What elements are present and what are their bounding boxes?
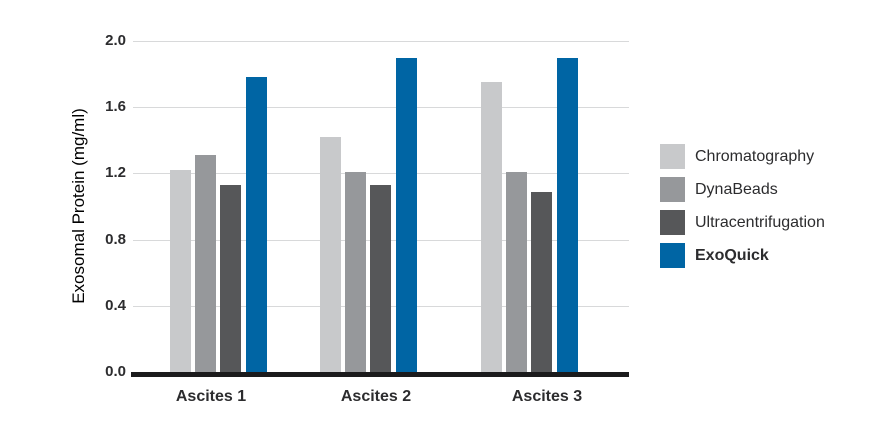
y-tick-label-0.8: 0.8 (105, 231, 126, 248)
y-tick-label-1.2: 1.2 (105, 164, 126, 181)
bar-exoquick-ascites-1 (246, 77, 267, 372)
bar-dynabeads-ascites-2 (345, 172, 366, 372)
bar-chromatography-ascites-3 (481, 82, 502, 372)
legend-swatch-exoquick (660, 243, 685, 268)
x-tick-label-ascites-1: Ascites 1 (175, 388, 247, 405)
legend-item-exoquick: ExoQuick (660, 243, 825, 268)
legend-label-dynabeads: DynaBeads (695, 181, 778, 198)
bar-chromatography-ascites-2 (320, 137, 341, 372)
bar-ultracentrifugation-ascites-2 (370, 185, 391, 372)
bar-dynabeads-ascites-1 (195, 155, 216, 372)
bar-exoquick-ascites-2 (396, 58, 417, 372)
bar-ultracentrifugation-ascites-1 (220, 185, 241, 372)
legend-label-chromatography: Chromatography (695, 148, 815, 165)
bar-exoquick-ascites-3 (557, 58, 578, 372)
legend-swatch-ultracentrifugation (660, 210, 685, 235)
legend-item-chromatography: Chromatography (660, 144, 825, 169)
legend-item-dynabeads: DynaBeads (660, 177, 825, 202)
x-tick-label-ascites-2: Ascites 2 (340, 388, 412, 405)
legend-swatch-dynabeads (660, 177, 685, 202)
legend-label-ultracentrifugation: Ultracentrifugation (695, 214, 825, 231)
y-tick-label-0.4: 0.4 (105, 297, 126, 314)
gridline-1.6 (133, 107, 629, 108)
legend: Chromatography DynaBeads Ultracentrifugati… (660, 144, 825, 276)
bar-ultracentrifugation-ascites-3 (531, 192, 552, 372)
legend-swatch-chromatography (660, 144, 685, 169)
legend-label-exoquick: ExoQuick (695, 247, 769, 264)
gridline-2.0 (133, 41, 629, 42)
y-tick-label-1.6: 1.6 (105, 98, 126, 115)
y-tick-label-2.0: 2.0 (105, 32, 126, 49)
x-axis-line (131, 372, 629, 377)
bar-dynabeads-ascites-3 (506, 172, 527, 372)
y-tick-label-0.0: 0.0 (105, 363, 126, 380)
gridline-1.2 (133, 173, 629, 174)
bar-chromatography-ascites-1 (170, 170, 191, 372)
legend-item-ultracentrifugation: Ultracentrifugation (660, 210, 825, 235)
x-tick-label-ascites-3: Ascites 3 (511, 388, 583, 405)
